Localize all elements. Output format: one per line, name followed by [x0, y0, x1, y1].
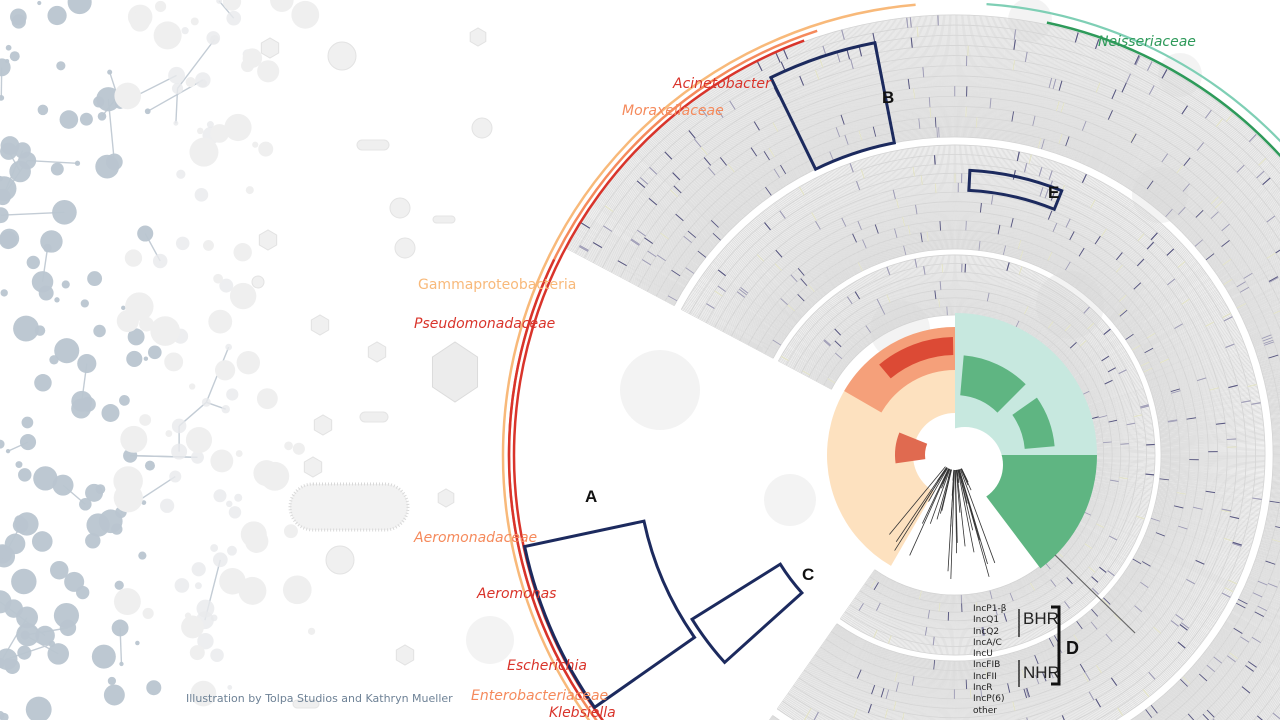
taxon-label-neisseriaceae: Neisseriaceae [1098, 34, 1196, 50]
legend-item: IncQ1 [973, 615, 1006, 626]
taxon-label-gammaproteobacteria: Gammaproteobacteria [418, 277, 576, 293]
legend-item: other [973, 706, 1006, 717]
box-label-b: B [882, 88, 894, 108]
nhr-group-label: NHR [1023, 663, 1060, 683]
legend-item: IncP1-β [973, 604, 1006, 615]
legend-item: IncQ2 [973, 627, 1006, 638]
molecular-network-background [0, 0, 319, 720]
taxon-label-pseudomonadaceae: Pseudomonadaceae [414, 316, 555, 332]
legend-bracket-label-d: D [1066, 638, 1079, 659]
box-label-c: C [802, 565, 814, 585]
legend-item: IncA/C [973, 638, 1006, 649]
taxon-label-acinetobacter: Acinetobacter [673, 76, 771, 92]
bhr-group-label: BHR [1023, 609, 1059, 629]
box-label-e: E [1048, 183, 1059, 203]
taxon-label-klebsiella: Klebsiella [549, 705, 616, 721]
taxon-label-enterobacteriaceae: Enterobacteriaceae [471, 688, 608, 704]
incompatibility-group-legend: IncP1-β IncQ1 IncQ2 IncA/C IncU IncFIB I… [973, 604, 1006, 717]
taxon-label-escherichia: Escherichia [507, 658, 587, 674]
legend-item: IncP(6) [973, 694, 1006, 705]
taxon-label-moraxellaceae: Moraxellaceae [622, 103, 724, 119]
legend-item: IncFII [973, 672, 1006, 683]
legend-item: IncFIB [973, 660, 1006, 671]
box-label-a: A [585, 487, 597, 507]
legend-item: IncU [973, 649, 1006, 660]
taxon-label-aeromonas: Aeromonas [477, 586, 556, 602]
taxon-label-aeromonadaceae: Aeromonadaceae [414, 530, 537, 546]
legend-item: IncR [973, 683, 1006, 694]
illustration-credit: Illustration by Tolpa Studios and Kathry… [186, 692, 453, 705]
